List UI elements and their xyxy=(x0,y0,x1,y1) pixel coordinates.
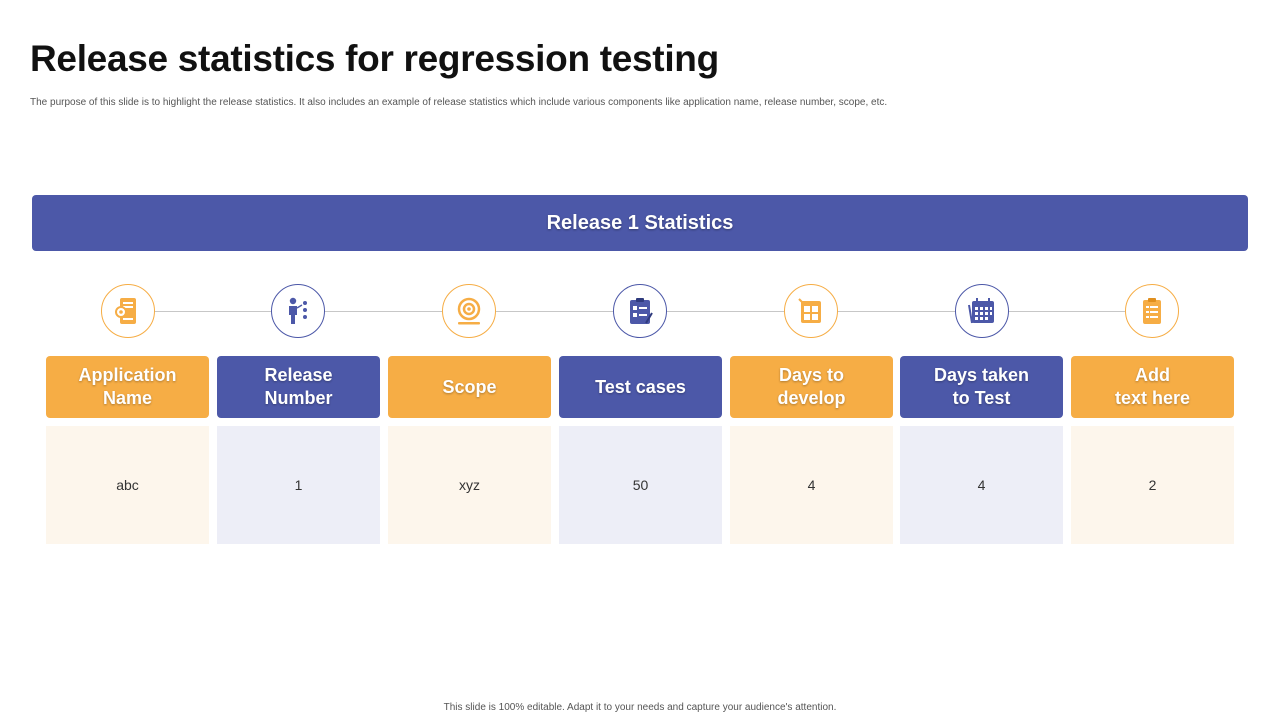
person-numbers-icon xyxy=(271,284,325,338)
page-subtitle: The purpose of this slide is to highligh… xyxy=(30,97,888,108)
value-days-to-develop: 4 xyxy=(730,426,893,544)
page-title: Release statistics for regression testin… xyxy=(30,38,719,79)
application-settings-icon xyxy=(101,284,155,338)
value-scope: xyz xyxy=(388,426,551,544)
header-application-name: Application Name xyxy=(46,356,209,418)
header-days-taken-to-test: Days taken to Test xyxy=(900,356,1063,418)
value-test-cases: 50 xyxy=(559,426,722,544)
header-release-number: Release Number xyxy=(217,356,380,418)
footer-note: This slide is 100% editable. Adapt it to… xyxy=(443,702,837,713)
value-add-text: 2 xyxy=(1071,426,1234,544)
calendar-test-icon xyxy=(955,284,1009,338)
clipboard-checklist-icon xyxy=(613,284,667,338)
target-scope-icon xyxy=(442,284,496,338)
release-banner: Release 1 Statistics xyxy=(32,195,1248,251)
notepad-list-icon xyxy=(1125,284,1179,338)
header-scope: Scope xyxy=(388,356,551,418)
value-application-name: abc xyxy=(46,426,209,544)
value-release-number: 1 xyxy=(217,426,380,544)
value-days-taken-to-test: 4 xyxy=(900,426,1063,544)
header-days-to-develop: Days to develop xyxy=(730,356,893,418)
calendar-develop-icon xyxy=(784,284,838,338)
header-add-text: Add text here xyxy=(1071,356,1234,418)
header-test-cases: Test cases xyxy=(559,356,722,418)
